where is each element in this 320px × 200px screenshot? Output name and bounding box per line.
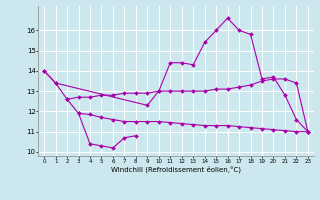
X-axis label: Windchill (Refroidissement éolien,°C): Windchill (Refroidissement éolien,°C) [111, 166, 241, 173]
